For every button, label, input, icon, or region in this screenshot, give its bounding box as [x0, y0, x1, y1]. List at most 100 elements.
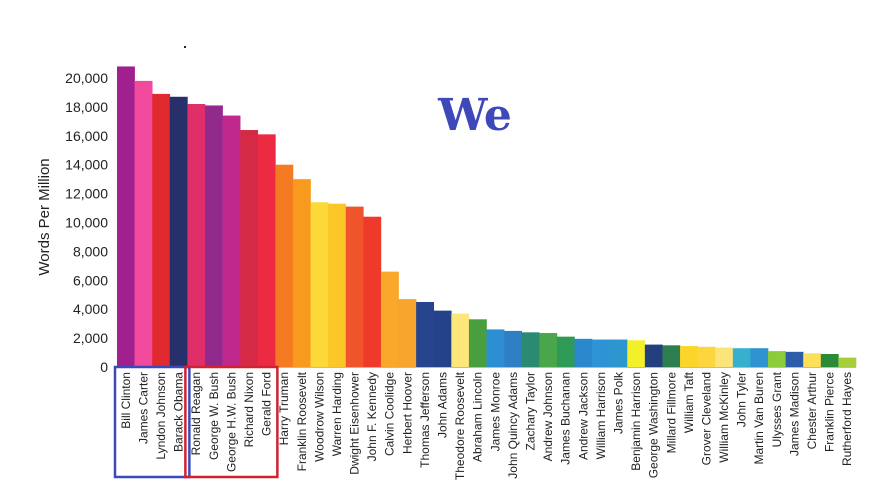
- x-tick-label: James Carter: [136, 372, 150, 444]
- y-axis-title: Words Per Million: [36, 158, 53, 275]
- bar: [416, 301, 435, 367]
- x-tick-label: Ulysses Grant: [770, 371, 784, 447]
- x-tick-label: Thomas Jefferson: [418, 372, 432, 468]
- bar: [117, 66, 135, 367]
- y-tick-label: 18,000: [65, 99, 108, 115]
- bar: [363, 216, 382, 367]
- x-tick-label: William Taft: [682, 371, 696, 433]
- y-axis: 0 2,000 4,000 6,000 8,000 10,000 12,000 14,000 1…: [65, 70, 108, 375]
- bar: [644, 344, 663, 367]
- bar: [204, 105, 223, 367]
- bar: [292, 179, 311, 367]
- x-tick-label: Franklin Pierce: [823, 372, 837, 452]
- bar: [715, 347, 734, 367]
- group-boxes: [113, 365, 279, 479]
- bar: [275, 164, 294, 367]
- bar: [609, 339, 628, 367]
- group-box: [184, 365, 279, 479]
- x-tick-label: George H.W. Bush: [224, 372, 238, 472]
- x-tick-label: Dwight Eisenhower: [348, 372, 362, 475]
- bar: [433, 310, 452, 367]
- y-tick-label: 12,000: [65, 186, 108, 202]
- x-tick-label: Martin Van Buren: [752, 372, 766, 465]
- bar: [240, 130, 259, 367]
- bar: [680, 346, 698, 367]
- x-tick-label: Herbert Hoover: [400, 372, 414, 454]
- group-box: [113, 365, 191, 479]
- bar: [697, 346, 716, 367]
- y-tick-label: 4,000: [73, 301, 108, 317]
- bar: [187, 104, 206, 367]
- bar: [134, 80, 153, 367]
- bar: [627, 340, 646, 367]
- x-tick-label: Lyndon Johnson: [154, 372, 168, 460]
- bar: [768, 351, 786, 367]
- bar: [574, 338, 593, 367]
- x-tick-label: Theodore Roosevelt: [453, 371, 467, 480]
- bar: [451, 313, 470, 367]
- y-tick-label: 8,000: [73, 243, 108, 259]
- x-tick-label: James Monroe: [488, 372, 502, 452]
- bar: [222, 115, 241, 367]
- x-tick-label: Andrew Johnson: [541, 372, 555, 461]
- x-tick-label: Rutherford Hayes: [840, 372, 854, 466]
- x-tick-label: Franklin Roosevelt: [295, 371, 309, 471]
- chart-title: We: [437, 90, 512, 141]
- x-tick-label: James Buchanan: [559, 372, 573, 465]
- bar: [521, 332, 540, 367]
- bar: [820, 354, 839, 367]
- x-tick-label: John Adams: [436, 372, 450, 438]
- bar: [310, 202, 329, 367]
- x-tick-label: George W. Bush: [207, 372, 221, 460]
- stray-dot: [184, 46, 186, 48]
- x-tick-label: Millard Fillmore: [664, 372, 678, 454]
- y-tick-label: 6,000: [73, 272, 108, 288]
- x-tick-label: John F. Kennedy: [365, 372, 379, 461]
- bar: [838, 357, 857, 367]
- y-tick-label: 0: [100, 359, 108, 375]
- bar: [328, 203, 347, 367]
- bar: [486, 329, 505, 367]
- x-tick-label: George Washington: [647, 372, 661, 478]
- bar: [345, 206, 364, 367]
- bar: [539, 333, 558, 367]
- x-tick-label: Woodrow Wilson: [312, 372, 326, 462]
- bar: [169, 96, 188, 367]
- x-tick-label: Barack Obama: [172, 372, 186, 452]
- bar: [504, 330, 522, 368]
- bars: [117, 66, 857, 368]
- bar: [257, 134, 276, 367]
- bar: [750, 348, 769, 367]
- x-tick-label: John Quincy Adams: [506, 372, 520, 479]
- x-tick-label: Benjamin Harrison: [629, 372, 643, 471]
- x-tick-label: James Polk: [611, 371, 625, 434]
- x-tick-label: Andrew Jackson: [576, 372, 590, 460]
- y-tick-label: 10,000: [65, 215, 108, 231]
- bar: [556, 336, 575, 367]
- x-tick-label: Abraham Lincoln: [471, 372, 485, 462]
- x-tick-label: Harry Truman: [277, 372, 291, 445]
- x-tick-label: William Harrison: [594, 372, 608, 459]
- x-tick-label: Bill Clinton: [119, 372, 133, 429]
- y-tick-label: 20,000: [65, 70, 108, 86]
- x-tick-label: Ronald Reagan: [189, 372, 203, 455]
- bar: [380, 271, 399, 367]
- bar: [662, 345, 681, 367]
- bar: [468, 319, 487, 367]
- x-tick-label: Gerald Ford: [260, 372, 274, 436]
- x-tick-label: John Tyler: [735, 372, 749, 427]
- x-tick-label: Zachary Taylor: [523, 372, 537, 450]
- x-axis: Bill Clinton James Carter Lyndon Johnson Ba…: [119, 371, 854, 480]
- x-tick-label: Chester Arthur: [805, 372, 819, 449]
- bar: [152, 93, 171, 368]
- bar: [398, 299, 417, 367]
- y-tick-label: 16,000: [65, 128, 108, 144]
- bar: [803, 353, 822, 367]
- bar: [592, 339, 610, 367]
- x-tick-label: Richard Nixon: [242, 372, 256, 447]
- bar: [785, 351, 804, 367]
- x-tick-label: Grover Cleveland: [699, 372, 713, 465]
- x-tick-label: William McKinley: [717, 372, 731, 463]
- bar: [732, 348, 751, 367]
